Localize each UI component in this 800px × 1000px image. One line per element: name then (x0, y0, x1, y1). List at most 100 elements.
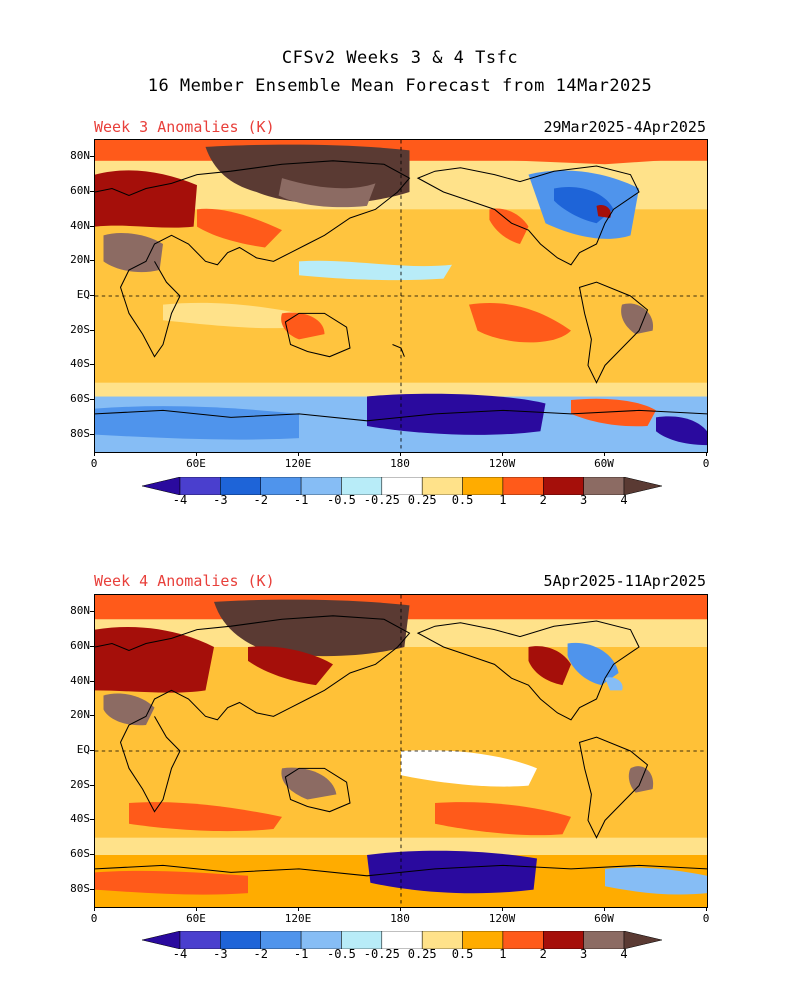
colorbar-level-label: 4 (620, 947, 628, 961)
lat-label: EQ (76, 743, 90, 756)
lon-label: 60E (186, 457, 206, 470)
lat-tick (90, 295, 94, 296)
lat-tick (90, 156, 94, 158)
colorbar-level-label: 1 (499, 947, 507, 961)
lon-label: 60E (186, 912, 206, 925)
week3-label: Week 3 Anomalies (K) (94, 118, 275, 136)
lat-tick (90, 225, 94, 227)
indian-ocean-light (163, 302, 299, 329)
colorbar-level-label: 2 (539, 947, 547, 961)
lon-label: 0 (702, 912, 710, 925)
lon-label: 180 (390, 457, 410, 470)
week4-anomaly-map (94, 594, 708, 908)
brazil-hot (621, 303, 654, 335)
lat-tick (90, 784, 94, 786)
lon-label: 180 (390, 912, 410, 925)
colorbar-level-label: -4 (172, 947, 188, 961)
lon-label: 0 (702, 457, 710, 470)
lat-tick (90, 715, 94, 717)
colorbar-level-label: -0.5 (327, 493, 356, 507)
australia-hot (281, 767, 337, 800)
central-na-cold (567, 642, 619, 686)
sahara-hot (103, 232, 163, 273)
east-us-cool (605, 677, 623, 691)
lon-label: 120E (284, 912, 312, 925)
mongolia-hot (248, 646, 333, 686)
lat-label: 40S (70, 812, 90, 826)
colorbar-level-label: -0.5 (327, 947, 356, 961)
lat-label: 20S (70, 322, 90, 336)
lat-label: 60S (70, 392, 90, 405)
week4-colorbar (142, 931, 662, 949)
colorbar-level-label: 3 (580, 493, 588, 507)
weddell-warm (571, 398, 656, 427)
lat-tick (90, 364, 94, 366)
ross-sea-extreme-cold (367, 393, 546, 435)
lat-tick (90, 646, 94, 647)
title-line-2: 16 Member Ensemble Mean Forecast from 14… (147, 76, 653, 96)
lon-tick (706, 452, 707, 456)
ross-sea-extreme-cold (367, 850, 537, 894)
lat-label: 20S (70, 777, 90, 791)
west-canada-hot (528, 646, 571, 686)
lat-tick (90, 191, 94, 192)
europe-hot (95, 170, 197, 228)
lon-tick (400, 907, 401, 911)
lat-label: 60N (70, 184, 90, 197)
lon-label: 0 (90, 912, 98, 925)
lon-tick (400, 452, 401, 456)
lon-tick (196, 452, 197, 456)
lat-label: 40S (70, 357, 90, 371)
lat-label: 60S (70, 847, 90, 860)
week4-map-svg (95, 595, 707, 907)
brazil-hot (628, 766, 654, 793)
east-antarctica-warm (95, 870, 248, 895)
coastlines (95, 615, 707, 877)
antarctic-peninsula-cold (656, 416, 707, 446)
siberia-hot (278, 178, 376, 208)
lat-label: 20N (70, 708, 90, 722)
week3-dates: 29Mar2025-4Apr2025 (543, 118, 706, 136)
lat-label: 60N (70, 639, 90, 652)
lon-tick (604, 907, 605, 911)
arctic-ocean-warm (409, 143, 707, 165)
lat-tick (90, 750, 94, 751)
colorbar-level-label: 3 (580, 947, 588, 961)
colorbar-level-label: -3 (213, 493, 228, 507)
colorbar-level-label: -4 (172, 493, 188, 507)
lon-label: 0 (90, 457, 98, 470)
central-asia-warm (197, 208, 282, 248)
lon-tick (196, 907, 197, 911)
lon-label: 120W (488, 457, 516, 470)
lat-tick (90, 680, 94, 682)
lat-label: 80N (70, 604, 90, 618)
weddell-cool (605, 867, 707, 895)
lat-tick (90, 819, 94, 821)
lon-tick (94, 452, 95, 456)
colorbar-level-label: -2 (253, 493, 268, 507)
lat-label: EQ (76, 288, 90, 301)
australia-warm (281, 312, 325, 340)
lat-tick (90, 329, 94, 331)
lat-tick (90, 611, 94, 613)
colorbar-level-label: -2 (253, 947, 268, 961)
lat-tick (90, 854, 94, 855)
colorbar-max-arrow (623, 931, 662, 949)
europe-hot (95, 627, 214, 693)
lon-label: 120W (488, 912, 516, 925)
week3-anomaly-map (94, 139, 708, 453)
lon-tick (94, 907, 95, 911)
colorbar-level-label: 0.5 (451, 493, 474, 507)
lat-tick (90, 260, 94, 262)
colorbar-level-label: 1 (499, 493, 507, 507)
southern-indian-warm (129, 802, 282, 832)
lat-tick (90, 399, 94, 400)
siberia-extreme (214, 599, 410, 657)
lon-label: 60W (594, 912, 614, 925)
lat-label: 80N (70, 149, 90, 163)
colorbar-level-label: -1 (293, 493, 309, 507)
sahara-hot (103, 693, 155, 726)
lon-label: 120E (284, 457, 312, 470)
colorbar-level-label: -0.25 (363, 493, 400, 507)
lon-tick (502, 907, 503, 911)
